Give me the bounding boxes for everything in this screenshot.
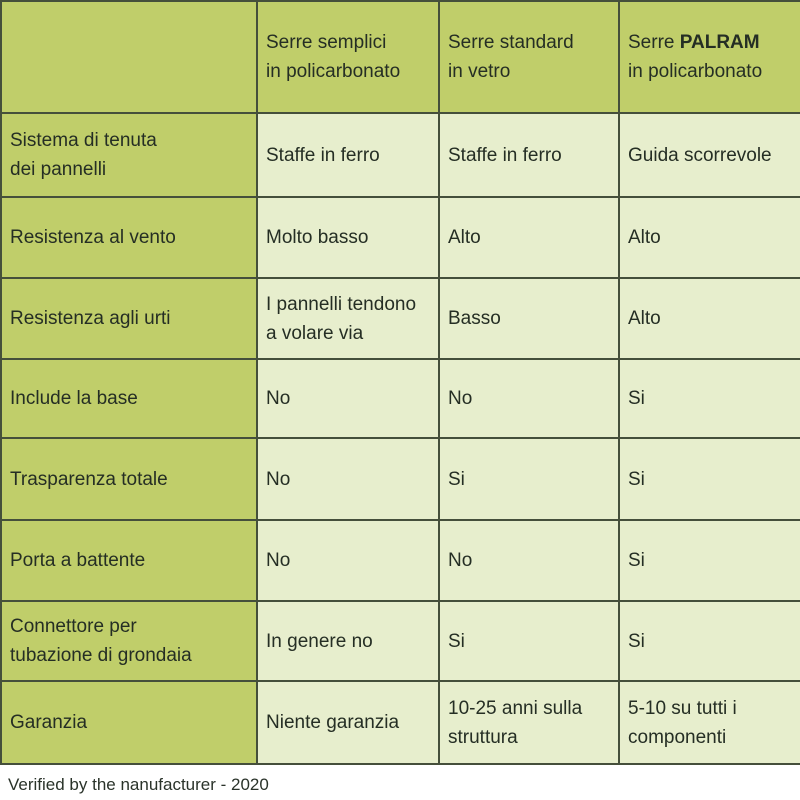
- table-row: Connettore per tubazione di grondaia In …: [2, 600, 800, 680]
- row-label: Resistenza al vento: [2, 196, 256, 277]
- cell-value: Si: [438, 600, 618, 680]
- footer-note: Verified by the nanufacturer - 2020: [8, 775, 269, 794]
- cell-value: Niente garanzia: [256, 680, 438, 763]
- row-label: Sistema di tenuta dei pannelli: [2, 112, 256, 196]
- table-row: Resistenza al vento Molto basso Alto Alt…: [2, 196, 800, 277]
- cell-value: Basso: [438, 277, 618, 358]
- table-row: Trasparenza totale No Si Si: [2, 437, 800, 519]
- row-label: Connettore per tubazione di grondaia: [2, 600, 256, 680]
- cell-value: Si: [438, 437, 618, 519]
- cell-value: Staffe in ferro: [438, 112, 618, 196]
- cell-value: No: [438, 358, 618, 437]
- palram-prefix: Serre: [628, 32, 680, 53]
- column-header-palram-text: Serre PALRAM in policarbonato: [628, 28, 762, 86]
- cell-value: Si: [618, 358, 800, 437]
- row-label: Porta a battente: [2, 519, 256, 600]
- table-row: Resistenza agli urti I pannelli tendono …: [2, 277, 800, 358]
- palram-suffix: in policarbonato: [628, 61, 763, 82]
- cell-value: No: [256, 437, 438, 519]
- table-row: Garanzia Niente garanzia 10-25 anni sull…: [2, 680, 800, 763]
- cell-value: No: [256, 519, 438, 600]
- cell-value: Molto basso: [256, 196, 438, 277]
- cell-value: Alto: [618, 277, 800, 358]
- column-header-serre-standard: Serre standard in vetro: [438, 2, 618, 112]
- cell-value: Si: [618, 600, 800, 680]
- cell-value: I pannelli tendono a volare via: [256, 277, 438, 358]
- palram-brand: PALRAM: [679, 32, 760, 53]
- row-label: Trasparenza totale: [2, 437, 256, 519]
- cell-value: Alto: [618, 196, 800, 277]
- cell-value: Si: [618, 519, 800, 600]
- cell-value: 10-25 anni sulla struttura: [438, 680, 618, 763]
- cell-value: No: [438, 519, 618, 600]
- cell-value: Si: [618, 437, 800, 519]
- table-row: Porta a battente No No Si: [2, 519, 800, 600]
- cell-value: No: [256, 358, 438, 437]
- table-row: Include la base No No Si: [2, 358, 800, 437]
- row-label: Garanzia: [2, 680, 256, 763]
- column-header-serre-palram: Serre PALRAM in policarbonato: [618, 2, 800, 112]
- row-label: Include la base: [2, 358, 256, 437]
- row-label: Resistenza agli urti: [2, 277, 256, 358]
- corner-cell: [2, 2, 256, 112]
- comparison-table: Serre semplici in policarbonato Serre st…: [0, 0, 800, 765]
- table-row: Sistema di tenuta dei pannelli Staffe in…: [2, 112, 800, 196]
- cell-value: Guida scorrevole: [618, 112, 800, 196]
- table-header-row: Serre semplici in policarbonato Serre st…: [2, 2, 800, 112]
- cell-value: 5-10 su tutti i componenti: [618, 680, 800, 763]
- cell-value: Staffe in ferro: [256, 112, 438, 196]
- column-header-serre-semplici: Serre semplici in policarbonato: [256, 2, 438, 112]
- cell-value: In genere no: [256, 600, 438, 680]
- cell-value: Alto: [438, 196, 618, 277]
